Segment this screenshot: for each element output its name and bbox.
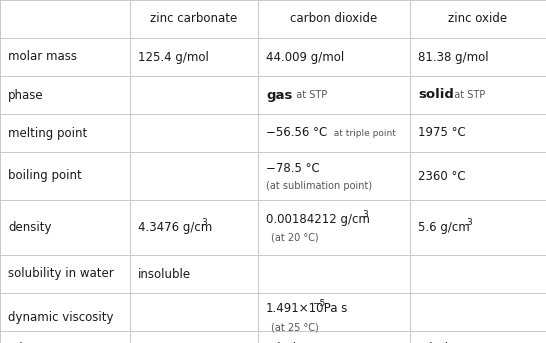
- Text: solubility in water: solubility in water: [8, 268, 114, 281]
- Text: (at 20 °C): (at 20 °C): [271, 233, 319, 243]
- Text: carbon dioxide: carbon dioxide: [290, 12, 378, 25]
- Text: −78.5 °C: −78.5 °C: [266, 162, 320, 175]
- Text: at STP: at STP: [448, 90, 485, 100]
- Text: phase: phase: [8, 88, 44, 102]
- Text: 0.00184212 g/cm: 0.00184212 g/cm: [266, 213, 370, 226]
- Text: density: density: [8, 221, 51, 234]
- Text: 44.009 g/mol: 44.009 g/mol: [266, 50, 344, 63]
- Text: melting point: melting point: [8, 127, 87, 140]
- Text: at triple point: at triple point: [328, 129, 396, 138]
- Text: odor: odor: [8, 342, 35, 343]
- Text: zinc oxide: zinc oxide: [448, 12, 508, 25]
- Text: gas: gas: [266, 88, 292, 102]
- Text: dynamic viscosity: dynamic viscosity: [8, 310, 114, 323]
- Text: 81.38 g/mol: 81.38 g/mol: [418, 50, 489, 63]
- Text: −56.56 °C: −56.56 °C: [266, 127, 327, 140]
- Text: 3: 3: [466, 218, 472, 227]
- Text: odorless: odorless: [266, 342, 316, 343]
- Text: odorless: odorless: [418, 342, 467, 343]
- Text: (at 25 °C): (at 25 °C): [271, 322, 319, 332]
- Text: −5: −5: [312, 298, 325, 308]
- Text: 4.3476 g/cm: 4.3476 g/cm: [138, 221, 212, 234]
- Text: 2360 °C: 2360 °C: [418, 169, 466, 182]
- Text: (at sublimation point): (at sublimation point): [266, 181, 372, 191]
- Text: 1975 °C: 1975 °C: [418, 127, 466, 140]
- Text: 3: 3: [362, 210, 368, 219]
- Text: solid: solid: [418, 88, 454, 102]
- Text: zinc carbonate: zinc carbonate: [150, 12, 238, 25]
- Text: 5.6 g/cm: 5.6 g/cm: [418, 221, 470, 234]
- Text: molar mass: molar mass: [8, 50, 77, 63]
- Text: 3: 3: [201, 218, 207, 227]
- Text: insoluble: insoluble: [138, 268, 191, 281]
- Text: Pa s: Pa s: [320, 303, 347, 316]
- Text: boiling point: boiling point: [8, 169, 82, 182]
- Text: 125.4 g/mol: 125.4 g/mol: [138, 50, 209, 63]
- Text: 1.491×10: 1.491×10: [266, 303, 324, 316]
- Text: at STP: at STP: [290, 90, 327, 100]
